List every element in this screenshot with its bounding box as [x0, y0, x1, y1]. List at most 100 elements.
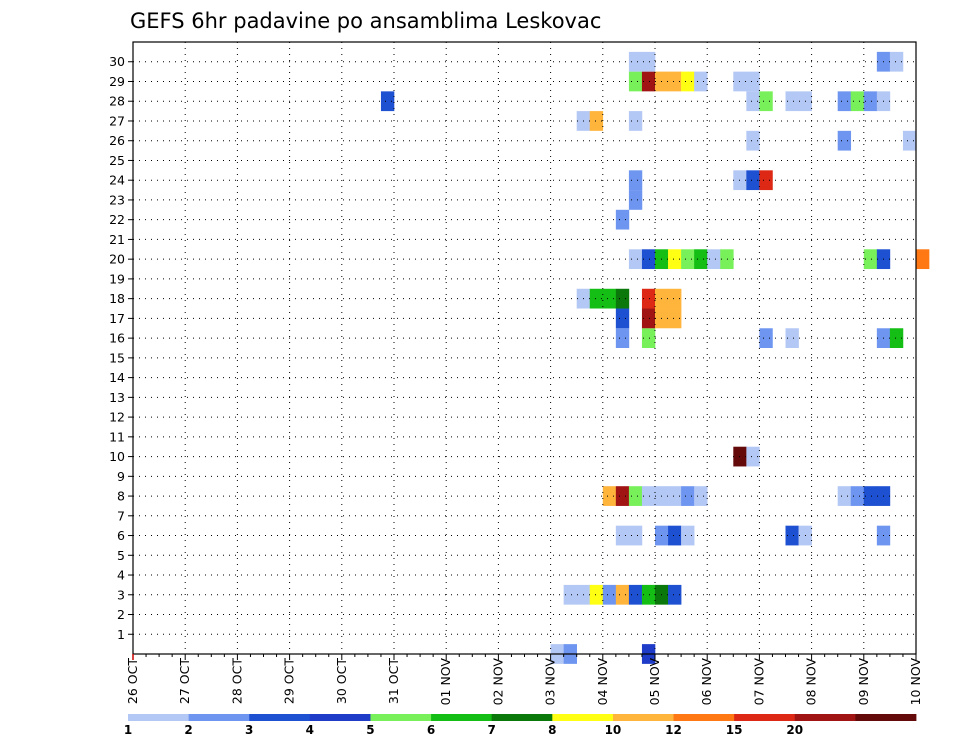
- legend-label: 7: [488, 723, 496, 737]
- ensemble-cell: [681, 71, 695, 92]
- ensemble-cell: [380, 91, 395, 112]
- ensemble-cell: [694, 249, 708, 270]
- ensemble-cell: [863, 249, 878, 270]
- ensemble-cell: [668, 308, 682, 329]
- ensemble-cell: [746, 71, 760, 92]
- x-tick-label: 03 NOV: [543, 658, 558, 706]
- ensemble-cell: [628, 486, 643, 506]
- legend-swatch: [794, 714, 856, 721]
- ensemble-cell: [902, 130, 917, 151]
- y-tick-label: 3: [117, 587, 125, 602]
- y-tick-label: 10: [109, 449, 125, 464]
- ensemble-cell: [837, 130, 852, 151]
- ensemble-cell: [615, 328, 630, 348]
- ensemble-cell: [759, 328, 773, 348]
- y-tick-label: 14: [109, 370, 125, 385]
- ensemble-cell: [668, 486, 682, 506]
- x-tick-label: 09 NOV: [856, 658, 871, 706]
- ensemble-cell: [837, 486, 852, 506]
- y-tick-label: 6: [117, 528, 125, 543]
- ensemble-cell: [889, 51, 904, 72]
- y-tick-label: 23: [109, 192, 125, 207]
- legend-swatch: [309, 714, 371, 721]
- ensemble-cell: [641, 71, 656, 92]
- legend-swatch: [734, 714, 796, 721]
- ensemble-cell: [668, 71, 682, 92]
- y-tick-label: 28: [109, 94, 125, 109]
- y-tick-label: 18: [109, 291, 125, 306]
- ensemble-cell: [668, 249, 682, 270]
- ensemble-cell: [628, 190, 643, 210]
- x-tick-label: 30 OCT: [334, 658, 349, 704]
- ensemble-cell: [746, 446, 760, 467]
- y-tick-label: 25: [109, 153, 125, 168]
- y-tick-label: 11: [109, 429, 125, 444]
- x-tick-label: 01 NOV: [438, 658, 453, 706]
- x-tick-label: 02 NOV: [490, 658, 505, 706]
- y-tick-label: 20: [109, 252, 125, 267]
- ensemble-cell: [850, 486, 865, 506]
- legend-label: 12: [665, 723, 682, 737]
- ensemble-cell: [615, 209, 630, 230]
- y-tick-label: 5: [117, 548, 125, 563]
- ensemble-cell: [615, 308, 630, 329]
- ensemble-cell: [785, 91, 799, 112]
- ensemble-cell: [746, 170, 760, 191]
- legend-label: 6: [427, 723, 435, 737]
- legend-swatch: [612, 714, 674, 721]
- y-tick-label: 19: [109, 271, 125, 286]
- ensemble-cell: [589, 584, 604, 605]
- ensemble-cell: [641, 308, 656, 329]
- legend-swatch: [491, 714, 553, 721]
- legend-label: 5: [366, 723, 374, 737]
- x-tick-label: 04 NOV: [595, 658, 610, 706]
- y-tick-label: 13: [109, 390, 125, 405]
- legend-swatch: [188, 714, 250, 721]
- ensemble-cell: [628, 111, 643, 131]
- legend-label: 8: [548, 723, 556, 737]
- ensemble-cell: [641, 584, 656, 605]
- legend-label: 1: [124, 723, 132, 737]
- legend-label: 15: [726, 723, 743, 737]
- ensemble-cell: [589, 111, 604, 131]
- ensemble-cell: [641, 51, 656, 72]
- y-tick-label: 15: [109, 350, 125, 365]
- ensemble-cell: [916, 249, 930, 270]
- y-tick-label: 27: [109, 113, 125, 128]
- ensemble-cell: [628, 525, 643, 546]
- x-tick-label: 27 OCT: [177, 658, 192, 704]
- ensemble-cell: [641, 249, 656, 270]
- x-tick-label: 26 OCT: [125, 658, 140, 704]
- ensemble-cell: [694, 71, 708, 92]
- ensemble-cell: [668, 584, 682, 605]
- y-tick-label: 30: [109, 54, 125, 69]
- y-tick-label: 29: [109, 74, 125, 89]
- ensemble-cell: [615, 486, 630, 506]
- y-tick-label: 22: [109, 212, 125, 227]
- ensemble-cell: [850, 91, 865, 112]
- x-tick-label: 05 NOV: [647, 658, 662, 706]
- ensemble-cell: [641, 486, 656, 506]
- ensemble-cell: [628, 249, 643, 270]
- ensemble-cell: [681, 525, 695, 546]
- ensemble-cell: [863, 486, 878, 506]
- ensemble-cell: [615, 525, 630, 546]
- y-tick-label: 9: [117, 469, 125, 484]
- legend-swatch: [128, 714, 190, 721]
- ensemble-cell: [863, 91, 878, 112]
- axes: 1234567891011121314151617181920212223242…: [109, 41, 923, 706]
- y-tick-label: 7: [117, 508, 125, 523]
- ensemble-cell: [668, 525, 682, 546]
- ensemble-cell: [837, 91, 852, 112]
- ensemble-cell: [681, 249, 695, 270]
- ensemble-cell: [681, 486, 695, 506]
- legend-swatch: [673, 714, 735, 721]
- y-tick-label: 2: [117, 607, 125, 622]
- y-tick-label: 26: [109, 133, 125, 148]
- legend-swatch: [370, 714, 432, 721]
- ensemble-cell: [694, 486, 708, 506]
- ensemble-cell: [720, 249, 734, 270]
- x-tick-label: 10 NOV: [908, 658, 923, 706]
- ensemble-cell: [602, 486, 617, 506]
